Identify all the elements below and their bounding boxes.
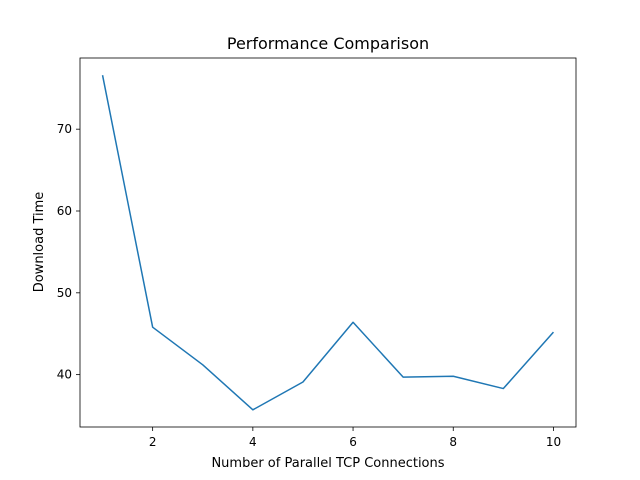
x-tick-label: 6 xyxy=(349,435,357,449)
y-tick-label: 40 xyxy=(57,368,72,382)
chart-title: Performance Comparison xyxy=(227,34,429,53)
x-tick-label: 10 xyxy=(546,435,561,449)
x-tick-label: 2 xyxy=(149,435,157,449)
plot-area xyxy=(79,57,577,428)
x-tick-label: 4 xyxy=(249,435,257,449)
series-layer xyxy=(101,75,555,411)
y-tick-label: 50 xyxy=(57,286,72,300)
x-tick-label: 8 xyxy=(449,435,457,449)
plot-frame xyxy=(79,57,577,428)
x-axis-label: Number of Parallel TCP Connections xyxy=(211,456,444,471)
y-axis: 40 50 60 70 xyxy=(57,122,80,382)
y-axis-label: Download Time xyxy=(32,192,47,293)
y-tick-label: 70 xyxy=(57,122,72,136)
series-line xyxy=(101,75,555,411)
y-tick-label: 60 xyxy=(57,204,72,218)
x-axis: 2 4 6 8 10 xyxy=(149,427,561,449)
